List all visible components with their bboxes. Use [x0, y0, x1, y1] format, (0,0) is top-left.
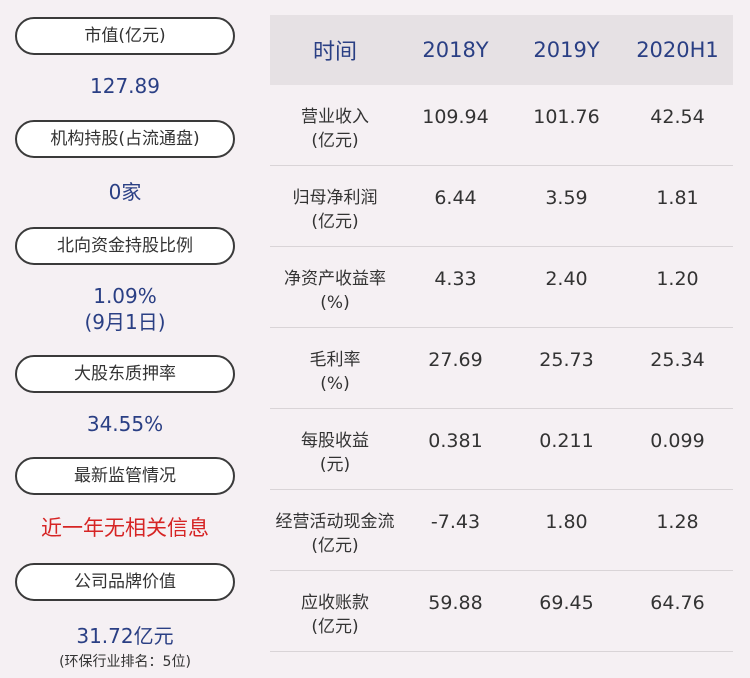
table-cell: 27.69: [428, 349, 483, 371]
row-label: 净资产收益率 (%): [270, 247, 400, 327]
row-label-unit: (%): [320, 293, 350, 313]
table-cell: 101.76: [533, 106, 600, 128]
northbound-ratio-date: (9月1日): [84, 310, 166, 334]
table-cell: 69.45: [539, 592, 594, 614]
table-cell: 25.73: [539, 349, 594, 371]
left-summary-column: 市值(亿元) 127.89 机构持股(占流通盘) 0家 北向资金持股比例 1.0…: [15, 15, 235, 671]
brand-value-label: 公司品牌价值: [15, 563, 235, 601]
row-label-unit: (%): [320, 374, 350, 394]
row-label-name: 营业收入: [301, 107, 369, 127]
row-label-name: 归母净利润: [292, 188, 378, 208]
brand-value-rank-note: (环保行业排名：5位): [59, 654, 191, 670]
institution-holding-label: 机构持股(占流通盘): [15, 120, 235, 158]
table-cell: 0.381: [428, 430, 483, 452]
row-label-unit: (亿元): [311, 212, 359, 232]
table-row: 净资产收益率 (%) 4.33 2.40 1.20: [270, 247, 733, 328]
header-time: 时间: [312, 40, 357, 65]
table-row: 经营活动现金流 (亿元) -7.43 1.80 1.28: [270, 490, 733, 571]
header-2019: 2019Y: [533, 38, 600, 62]
row-label-unit: (亿元): [311, 617, 359, 637]
financial-table: 时间 2018Y 2019Y 2020H1 营业收入 (亿元) 109.94 10…: [270, 15, 733, 652]
row-label-unit: (亿元): [311, 131, 359, 151]
row-label: 经营活动现金流 (亿元): [270, 490, 400, 570]
row-label-unit: (亿元): [311, 536, 359, 556]
table-cell: 109.94: [422, 106, 489, 128]
row-label-unit: (元): [319, 455, 351, 475]
row-label: 毛利率 (%): [270, 328, 400, 408]
table-cell: 1.20: [656, 268, 699, 290]
header-2020h1: 2020H1: [636, 38, 719, 62]
table-cell: 25.34: [650, 349, 705, 371]
northbound-ratio-percent: 1.09%: [93, 284, 157, 308]
table-row: 毛利率 (%) 27.69 25.73 25.34: [270, 328, 733, 409]
table-cell: 1.81: [656, 187, 699, 209]
table-header: 时间 2018Y 2019Y 2020H1: [270, 15, 733, 85]
table-cell: 59.88: [428, 592, 483, 614]
table-row: 归母净利润 (亿元) 6.44 3.59 1.81: [270, 166, 733, 247]
institution-holding-value: 0家: [108, 180, 142, 204]
pledge-ratio-label: 大股东质押率: [15, 355, 235, 393]
header-2018: 2018Y: [422, 38, 489, 62]
row-label: 每股收益 (元): [270, 409, 400, 489]
table-cell: 0.099: [650, 430, 705, 452]
row-label-name: 净资产收益率: [284, 269, 386, 289]
market-cap-value: 127.89: [90, 74, 160, 98]
row-label-name: 经营活动现金流: [275, 512, 395, 532]
row-label-name: 每股收益: [301, 431, 369, 451]
table-cell: 3.59: [545, 187, 588, 209]
row-label: 应收账款 (亿元): [270, 571, 400, 651]
table-cell: 42.54: [650, 106, 705, 128]
northbound-ratio-label: 北向资金持股比例: [15, 227, 235, 265]
table-row: 应收账款 (亿元) 59.88 69.45 64.76: [270, 571, 733, 652]
row-label-name: 毛利率: [309, 350, 361, 370]
row-label: 归母净利润 (亿元): [270, 166, 400, 246]
table-cell: 1.80: [545, 511, 588, 533]
brand-value-amount: 31.72亿元: [76, 624, 174, 648]
pledge-ratio-value: 34.55%: [86, 412, 164, 436]
table-cell: 0.211: [539, 430, 594, 452]
regulation-status-value: 近一年无相关信息: [41, 516, 209, 540]
table-cell: 2.40: [545, 268, 588, 290]
market-cap-label: 市值(亿元): [15, 17, 235, 55]
row-label: 营业收入 (亿元): [270, 85, 400, 165]
regulation-status-label: 最新监管情况: [15, 457, 235, 495]
table-row: 每股收益 (元) 0.381 0.211 0.099: [270, 409, 733, 490]
table-row: 营业收入 (亿元) 109.94 101.76 42.54: [270, 85, 733, 166]
table-cell: 4.33: [434, 268, 477, 290]
brand-value: 31.72亿元 (环保行业排名：5位): [15, 620, 235, 671]
northbound-ratio-value: 1.09% (9月1日): [15, 283, 235, 335]
table-cell: 6.44: [434, 187, 477, 209]
table-cell: -7.43: [430, 511, 481, 533]
table-cell: 64.76: [650, 592, 705, 614]
table-cell: 1.28: [656, 511, 699, 533]
row-label-name: 应收账款: [301, 593, 369, 613]
